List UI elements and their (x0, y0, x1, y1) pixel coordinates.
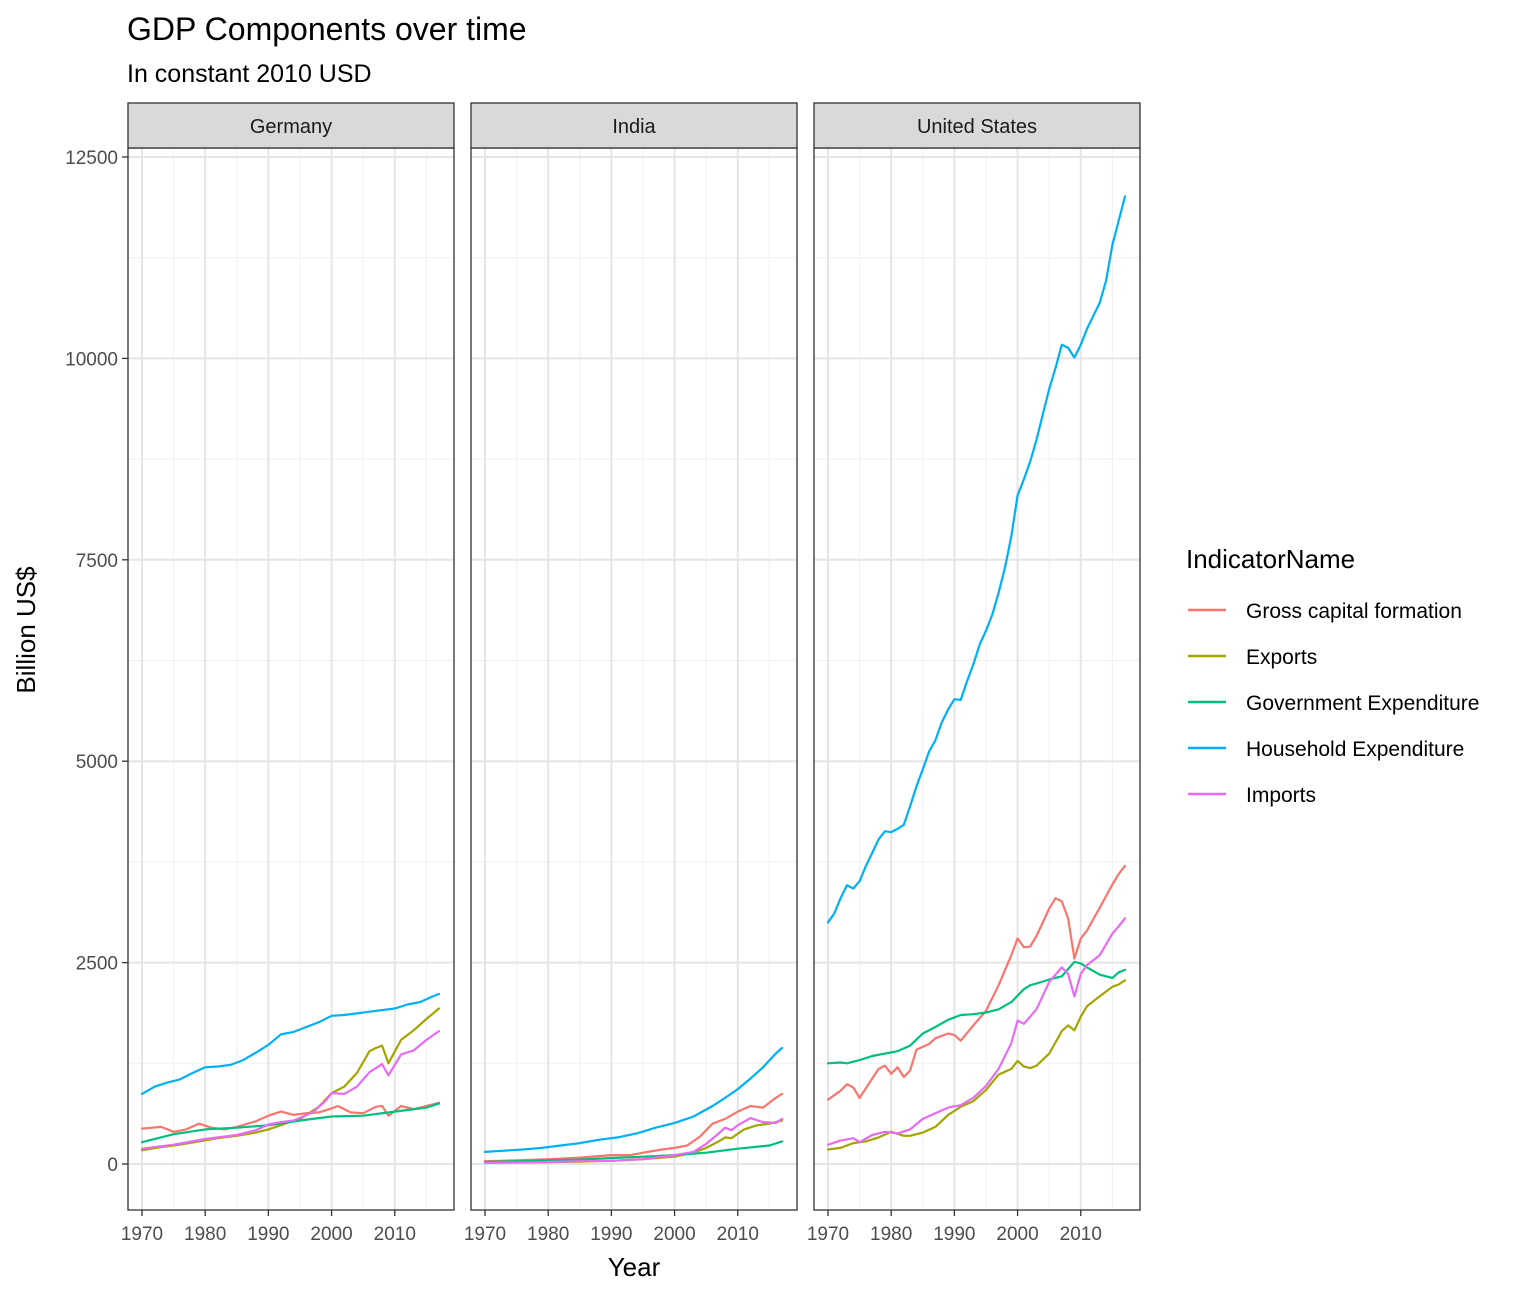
y-axis-title: Billion US$ (11, 566, 41, 694)
series-line-imports (140, 1029, 441, 1150)
x-tick-label: 2000 (996, 1224, 1038, 1245)
panel-background (814, 148, 1140, 1210)
series-line-government-expenditure (140, 1102, 441, 1144)
facet-panels: Germany 1970 1980 1990 2000 2010 India 1970 1980… (121, 102, 1141, 1245)
facet-panel-india: India 1970 1980 1990 2000 2010 (464, 102, 798, 1245)
legend-label-gross-capital-formation: Gross capital formation (1246, 600, 1462, 623)
facet-strip (813, 102, 1141, 149)
panel-background (471, 148, 797, 1210)
facet-panel-united-states: United States 1970 1980 1990 2000 2010 (807, 102, 1141, 1245)
legend: IndicatorName Gross capital formation Exp… (1186, 544, 1479, 807)
panel-background (128, 148, 454, 1210)
x-tick-label: 2000 (310, 1224, 352, 1245)
y-tick-label: 2500 (76, 954, 118, 975)
chart-subtitle: In constant 2010 USD (127, 60, 372, 88)
series-line-government-expenditure (826, 960, 1127, 1065)
x-tick-label: 1990 (247, 1224, 289, 1245)
y-tick-label: 5000 (76, 752, 118, 773)
x-tick-label: 1980 (527, 1224, 569, 1245)
chart-title: GDP Components over time (127, 11, 527, 47)
facet-strip-label: Germany (250, 116, 332, 138)
facet-strip (470, 102, 798, 149)
facet-strip-label: India (612, 116, 656, 138)
series-line-household-expenditure (483, 1046, 784, 1154)
legend-label-household-expenditure: Household Expenditure (1246, 738, 1464, 761)
y-tick-label: 10000 (65, 349, 118, 370)
legend-title: IndicatorName (1186, 544, 1355, 574)
series-line-government-expenditure (483, 1140, 784, 1164)
x-tick-label: 1990 (590, 1224, 632, 1245)
x-tick-label: 1990 (933, 1224, 975, 1245)
series-line-imports (826, 917, 1127, 1146)
series-line-gross-capital-formation (826, 864, 1127, 1101)
facet-strip (127, 102, 455, 149)
x-tick-label: 1970 (121, 1224, 163, 1245)
y-tick-label: 0 (107, 1155, 118, 1176)
x-tick-label: 2000 (653, 1224, 695, 1245)
y-axis: 0 2500 5000 7500 10000 12500 (65, 148, 128, 1176)
x-tick-label: 1970 (807, 1224, 849, 1245)
x-tick-label: 2010 (1060, 1224, 1102, 1245)
series-line-household-expenditure (826, 195, 1127, 924)
x-tick-label: 1980 (184, 1224, 226, 1245)
facet-strip-label: United States (917, 116, 1037, 138)
y-tick-label: 12500 (65, 148, 118, 169)
facet-panel-germany: Germany 1970 1980 1990 2000 2010 (121, 102, 455, 1245)
series-line-imports (483, 1116, 784, 1164)
x-axis-title: Year (608, 1252, 661, 1282)
series-line-gross-capital-formation (483, 1092, 784, 1163)
legend-label-exports: Exports (1246, 646, 1317, 669)
x-tick-label: 2010 (717, 1224, 759, 1245)
x-tick-label: 1980 (870, 1224, 912, 1245)
series-line-gross-capital-formation (140, 1101, 441, 1133)
legend-label-government-expenditure: Government Expenditure (1246, 692, 1479, 715)
y-tick-label: 7500 (76, 551, 118, 572)
series-line-household-expenditure (140, 992, 441, 1096)
x-tick-label: 1970 (464, 1224, 506, 1245)
x-tick-label: 2010 (374, 1224, 416, 1245)
legend-label-imports: Imports (1246, 784, 1316, 807)
